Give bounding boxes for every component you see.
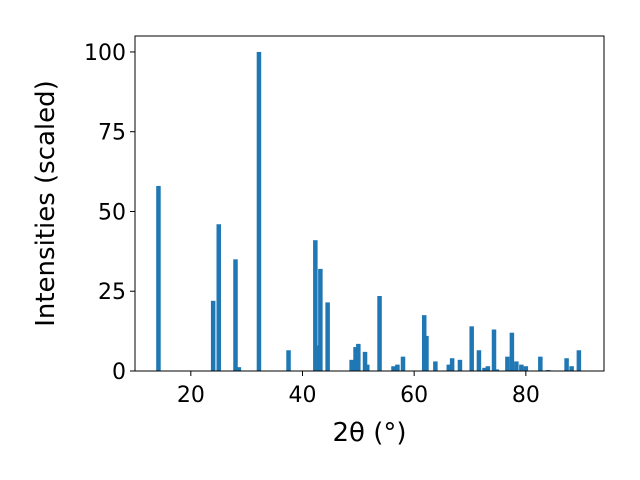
x-tick-label: 60: [400, 383, 428, 408]
bar: [494, 369, 500, 371]
plot-frame: [134, 35, 605, 372]
bar: [449, 358, 455, 371]
y-tick-label: 0: [112, 360, 126, 385]
bar: [482, 367, 487, 371]
bar: [156, 185, 161, 371]
x-tick-label: 20: [177, 383, 205, 408]
bar: [356, 343, 361, 371]
bar: [362, 351, 368, 371]
bar: [313, 240, 318, 371]
y-axis-ticks: 0 25 50 75 100: [84, 41, 135, 385]
bar: [509, 332, 515, 371]
x-tick-label: 40: [289, 383, 317, 408]
bar: [457, 359, 463, 371]
x-axis-label: 2θ (°): [332, 418, 406, 448]
bar: [491, 329, 497, 371]
bar: [400, 356, 406, 371]
bar: [256, 51, 262, 371]
bar: [505, 356, 510, 371]
bar: [433, 361, 438, 371]
x-tick-label: 80: [512, 383, 540, 408]
bar: [391, 366, 396, 371]
bar: [514, 361, 519, 371]
bar: [353, 347, 358, 371]
bar: [236, 367, 242, 371]
bar: [377, 296, 382, 371]
bar: [569, 366, 574, 371]
bar: [210, 300, 216, 371]
bar: [286, 350, 291, 371]
x-axis-ticks: 20 40 60 80: [177, 371, 540, 408]
y-tick-label: 50: [98, 200, 126, 225]
y-tick-label: 75: [98, 121, 126, 146]
bar: [365, 364, 370, 371]
bar: [469, 326, 474, 371]
bar: [349, 359, 354, 371]
bar: [446, 364, 452, 371]
y-tick-label: 100: [84, 41, 126, 66]
bar: [216, 224, 221, 371]
bar: [424, 335, 429, 371]
bar: [519, 364, 524, 371]
y-tick-label: 25: [98, 280, 126, 305]
bar: [233, 259, 238, 371]
bars-group: [156, 51, 582, 371]
bar: [538, 356, 543, 371]
bar: [476, 350, 482, 371]
bar: [564, 358, 569, 371]
bar: [485, 366, 491, 371]
bar: [576, 350, 582, 371]
bar: [318, 268, 323, 371]
bar: [325, 302, 330, 371]
bar: [523, 366, 529, 371]
y-axis-label: Intensities (scaled): [31, 80, 61, 327]
bar: [395, 364, 400, 371]
